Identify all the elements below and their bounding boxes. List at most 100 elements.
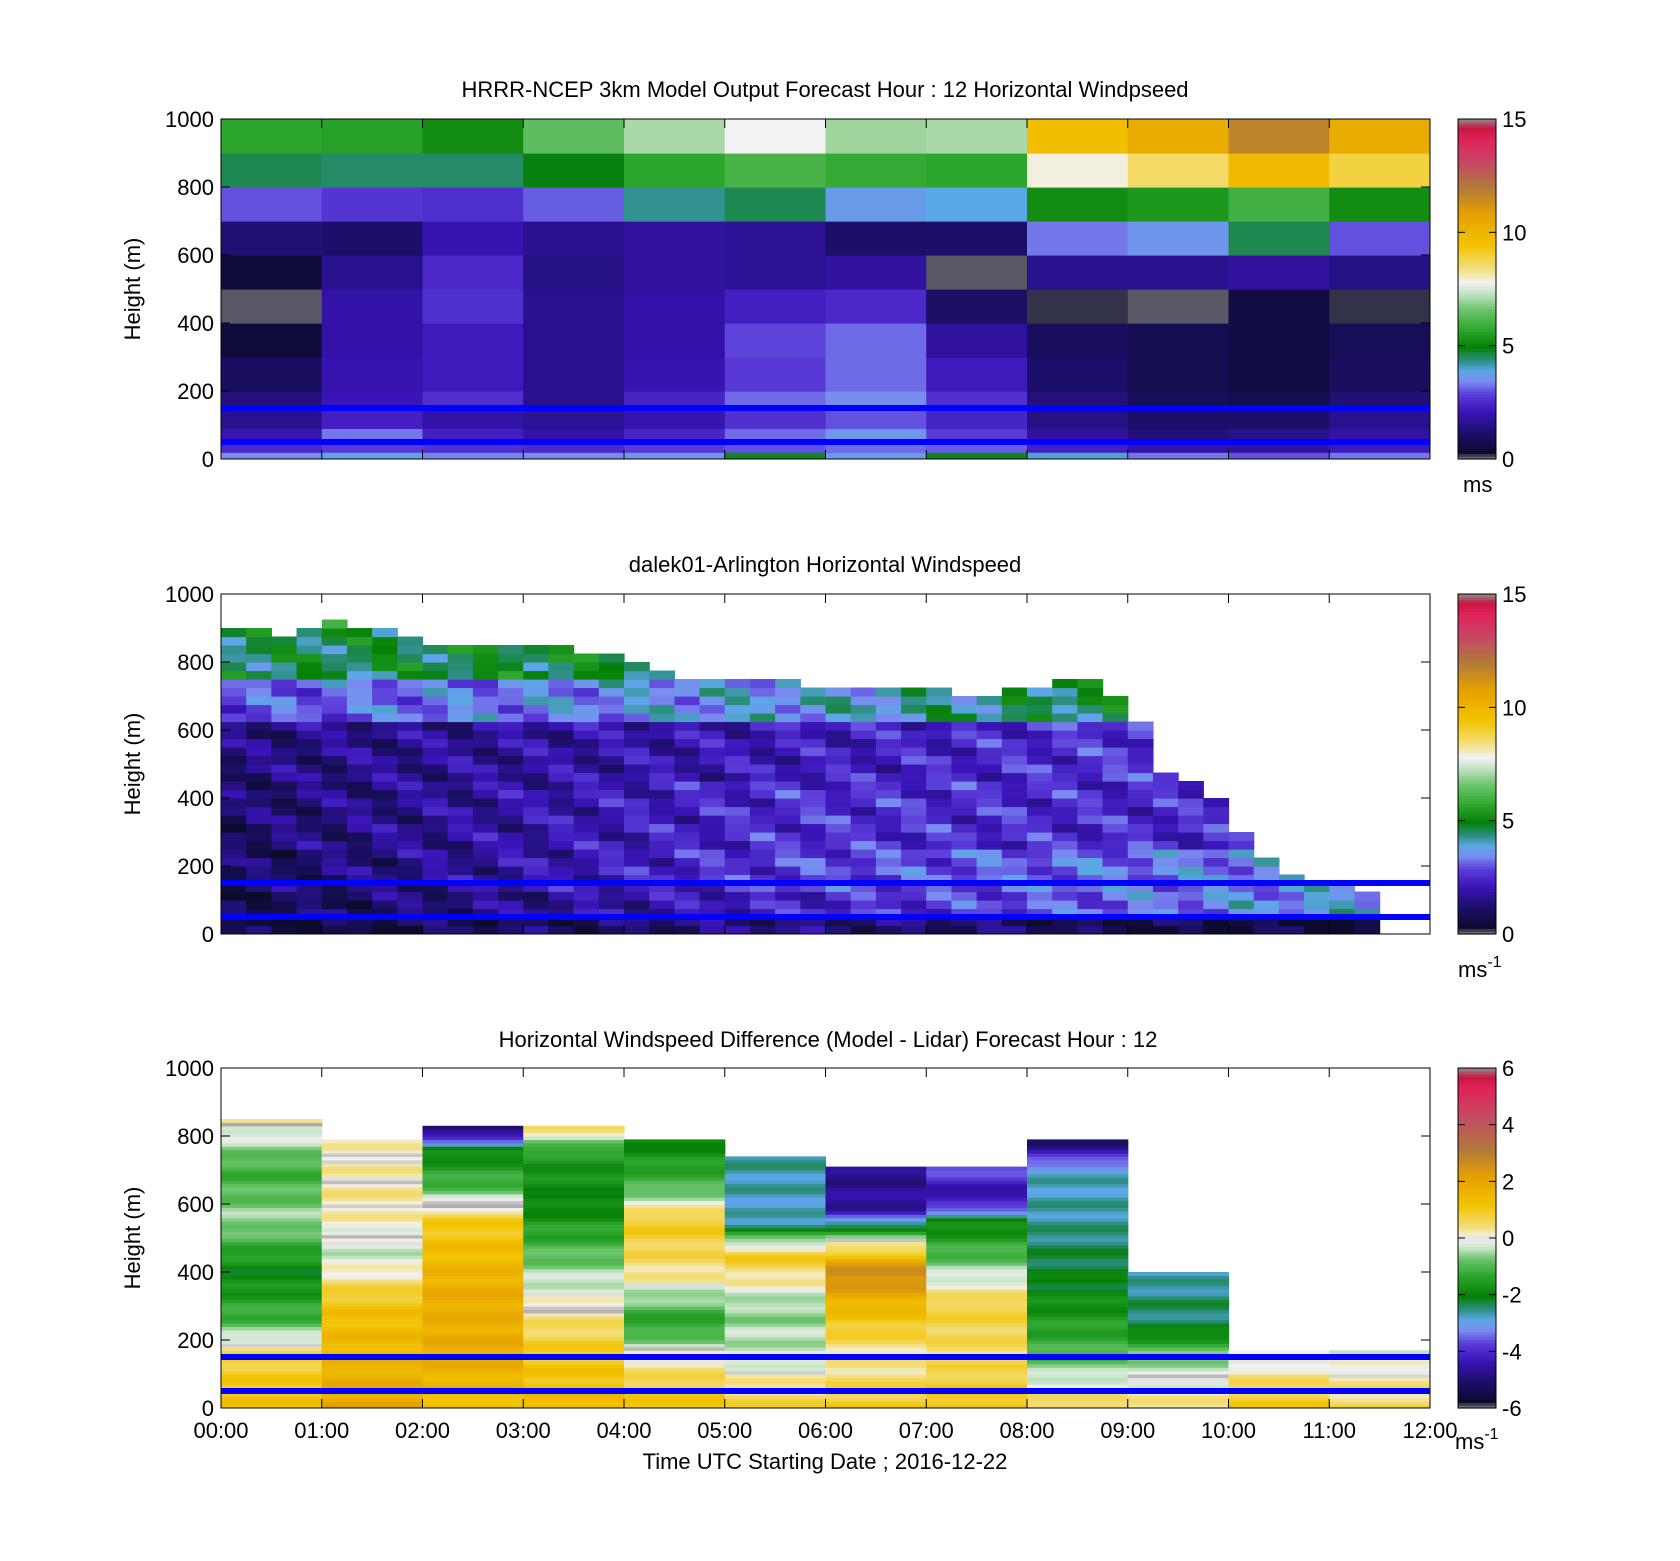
difference-cell [221,1401,323,1406]
difference-cell [926,1200,1028,1205]
lidar-cell [875,917,902,927]
lidar-cell [624,747,650,757]
lidar-cell [221,781,247,791]
colorbar-segment [1458,628,1496,632]
colorbar-segment [1458,1189,1496,1194]
colorbar-segment [1458,1187,1496,1191]
lidar-cell [296,696,323,706]
difference-cell [321,1231,424,1236]
colorbar-segment [1458,1138,1496,1143]
y-tick-label: 1000 [165,1056,214,1081]
difference-cell [724,1210,827,1215]
lidar-cell [346,900,373,910]
lidar-cell [649,670,675,680]
difference-cell [221,1333,323,1338]
difference-cell [1127,1394,1230,1399]
lidar-cell [1278,917,1305,927]
model-cell [422,255,524,290]
lidar-cell [775,781,801,791]
lidar-cell [724,747,751,757]
difference-cell [321,1190,424,1195]
model-cell [422,323,524,358]
lidar-cell [372,645,398,655]
lidar-cell [598,883,625,893]
lidar-cell [523,823,550,833]
lidar-cell [724,696,751,706]
model-cell [523,119,625,154]
lidar-cell [800,764,827,774]
colorbar-segment [1458,235,1496,239]
lidar-cell [875,704,902,714]
difference-cell [221,1292,323,1297]
lidar-cell [498,713,524,723]
difference-cell [523,1132,625,1137]
lidar-cell [976,908,1003,918]
difference-cell [221,1221,323,1225]
difference-cell [422,1333,524,1338]
difference-cell [422,1221,524,1225]
lidar-cell [548,806,575,816]
difference-cell [422,1384,524,1389]
lidar-cell [321,721,348,731]
difference-cell [523,1401,625,1406]
colorbar-segment [1458,1396,1496,1401]
lidar-cell [1102,772,1129,782]
lidar-cell [699,687,726,697]
colorbar-segment [1458,1300,1496,1304]
lidar-cell [749,747,776,757]
lidar-cell [649,798,675,808]
difference-cell [221,1316,323,1321]
difference-cell [422,1231,524,1236]
lidar-cell [624,874,650,884]
difference-cell [825,1336,927,1341]
colorbar-segment [1458,195,1496,199]
model-cell [1027,255,1129,290]
lidar-cell [598,764,625,774]
lidar-cell [246,772,272,782]
lidar-cell [397,653,424,663]
lidar-cell [901,687,927,697]
difference-cell [724,1183,827,1188]
difference-cell [1127,1323,1230,1327]
difference-cell [422,1326,524,1331]
lidar-cell [271,789,298,799]
model-cell [523,408,625,429]
difference-cell [321,1187,424,1191]
lidar-cell [1102,908,1129,918]
colorbar-segment [1458,1161,1496,1165]
colorbar-segment [1458,340,1496,344]
y-tick-label: 1000 [165,107,214,132]
difference-cell [926,1384,1028,1389]
lidar-cell [1001,925,1028,934]
colorbar-segment [1458,747,1496,751]
lidar-cell [699,908,726,918]
difference-cell [523,1207,625,1212]
colorbar-segment [1458,167,1496,171]
difference-cell [1027,1380,1129,1385]
lidar-cell [724,908,751,918]
lidar-cell [1102,781,1129,791]
colorbar-segment [1458,1195,1496,1199]
difference-cell [321,1319,424,1324]
model-cell [825,408,927,429]
lidar-cell [1278,900,1305,910]
colorbar-segment [1458,345,1496,350]
colorbar-segment [1458,238,1496,242]
lidar-cell [523,789,550,799]
colorbar-segment [1458,1178,1496,1182]
colorbar-segment [1458,667,1496,672]
colorbar-tick-label: 5 [1502,809,1514,834]
lidar-cell [321,696,348,706]
lidar-cell [346,908,373,918]
difference-cell [422,1183,524,1188]
colorbar-segment [1458,141,1496,146]
difference-cell [926,1207,1028,1212]
lidar-cell [1027,900,1053,910]
difference-cell [624,1299,726,1304]
lidar-cell [246,636,272,646]
colorbar-segment [1458,1354,1496,1358]
lidar-cell [875,849,902,859]
difference-cell [926,1278,1028,1283]
lidar-cell [271,832,298,842]
x-axis-label: Time UTC Starting Date ; 2016-12-22 [643,1449,1008,1474]
